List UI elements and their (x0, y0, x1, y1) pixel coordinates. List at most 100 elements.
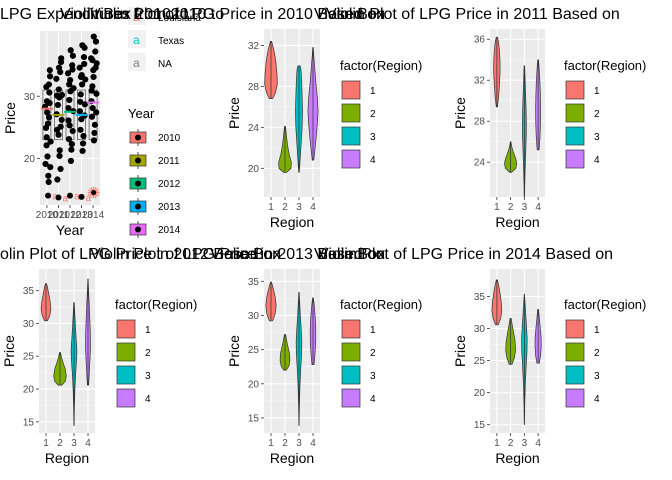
y-tick-label: 30 (248, 311, 260, 322)
legend-key (116, 319, 136, 339)
legend-point (135, 134, 141, 141)
data-point (65, 117, 72, 124)
legend-point (135, 226, 141, 233)
x-tick-label: 3 (522, 202, 528, 213)
y-axis-title: Price (452, 97, 468, 129)
data-point (66, 96, 73, 104)
legend-key (116, 388, 136, 408)
data-point (57, 123, 64, 130)
x-tick-label: 2013 (70, 210, 93, 221)
violin-region-1 (265, 281, 277, 322)
data-point (44, 120, 52, 127)
legend-label: 2 (370, 109, 376, 120)
legend-title: factor(Region) (564, 58, 646, 73)
x-tick-label: 2 (57, 438, 63, 449)
data-point (79, 147, 86, 155)
data-point (58, 91, 66, 99)
y-tick-label: 24 (474, 158, 486, 169)
legend-key (341, 149, 361, 169)
legend-label: 2013 (158, 202, 181, 213)
y-tick-label: 15 (474, 420, 486, 431)
x-tick-label: 3 (296, 438, 302, 449)
chart-title-overlay: Violin Box 2010 to (60, 6, 189, 23)
data-point (92, 38, 100, 45)
legend-key (128, 7, 146, 25)
x-axis-title: Year (56, 222, 85, 238)
x-tick-label: 2 (282, 438, 288, 449)
legend-key (341, 103, 361, 123)
data-point (55, 86, 62, 93)
data-point (68, 141, 75, 148)
data-point (45, 114, 53, 121)
legend-title: factor(Region) (115, 297, 197, 312)
data-point (47, 138, 54, 145)
violin-region-3 (295, 65, 303, 173)
violin-region-1 (264, 40, 278, 100)
legend-glyph: a (133, 33, 140, 47)
data-point (44, 153, 51, 160)
data-point (64, 70, 72, 77)
point-label-glyph: a (86, 193, 92, 204)
data-point (45, 81, 52, 88)
data-point (56, 147, 63, 154)
y-tick-label: 25 (474, 356, 486, 367)
data-point (43, 142, 50, 149)
violin-region-2 (504, 141, 518, 173)
data-point (88, 113, 96, 120)
x-tick-label: 1 (268, 438, 274, 449)
x-tick-label: 4 (85, 438, 91, 449)
x-tick-label: 2014 (82, 210, 105, 221)
data-point (78, 193, 85, 200)
chart-title-overlay: Violin Box (210, 246, 281, 263)
data-point (77, 91, 84, 98)
y-axis-title: Price (226, 97, 242, 129)
x-tick-label: 1 (43, 438, 49, 449)
data-point (45, 172, 52, 179)
x-tick-label: 3 (296, 202, 302, 213)
legend-label: 2010 (158, 133, 181, 144)
chart-title-overlay: Violin Box (314, 246, 385, 263)
data-point (90, 73, 97, 81)
data-point (93, 109, 100, 116)
legend-key (565, 388, 585, 408)
x-tick-label: 4 (535, 202, 541, 213)
legend-key (341, 365, 361, 385)
point-label-glyph: a (52, 192, 58, 203)
y-tick-label: 32 (474, 76, 486, 87)
legend-label: 2011 (158, 156, 180, 167)
y-tick-label: 20 (248, 164, 260, 175)
y-tick-label: 25 (23, 352, 35, 363)
x-tick-label: 1 (268, 202, 274, 213)
x-axis-title: Region (495, 450, 539, 466)
legend-key (341, 342, 361, 362)
legend-key (565, 342, 585, 362)
legend-label: 1 (145, 325, 151, 336)
data-point (91, 129, 98, 137)
y-tick-label: 15 (23, 417, 35, 428)
y-tick-label: 28 (248, 82, 260, 93)
y-axis-title: Price (1, 335, 17, 367)
legend-key (128, 30, 146, 48)
legend-label: 1 (594, 325, 600, 336)
data-point (46, 73, 54, 80)
legend-label: 3 (594, 371, 600, 382)
y-tick-label: 30 (23, 319, 35, 330)
data-point (65, 136, 73, 143)
data-point (92, 48, 99, 55)
legend-label: 4 (594, 155, 600, 166)
y-tick-label: 15 (248, 413, 260, 424)
violin-region-1 (493, 36, 501, 108)
data-point (45, 178, 52, 186)
y-tick-label: 35 (248, 277, 260, 288)
x-tick-label: 1 (494, 202, 500, 213)
data-point (79, 140, 87, 147)
data-point (58, 55, 65, 62)
legend-key (565, 103, 585, 123)
violin-region-4 (535, 59, 541, 151)
data-point (66, 81, 73, 88)
x-axis-title: Region (45, 450, 89, 466)
legend-label: Texas (158, 36, 184, 47)
y-tick-label: 32 (248, 41, 260, 52)
